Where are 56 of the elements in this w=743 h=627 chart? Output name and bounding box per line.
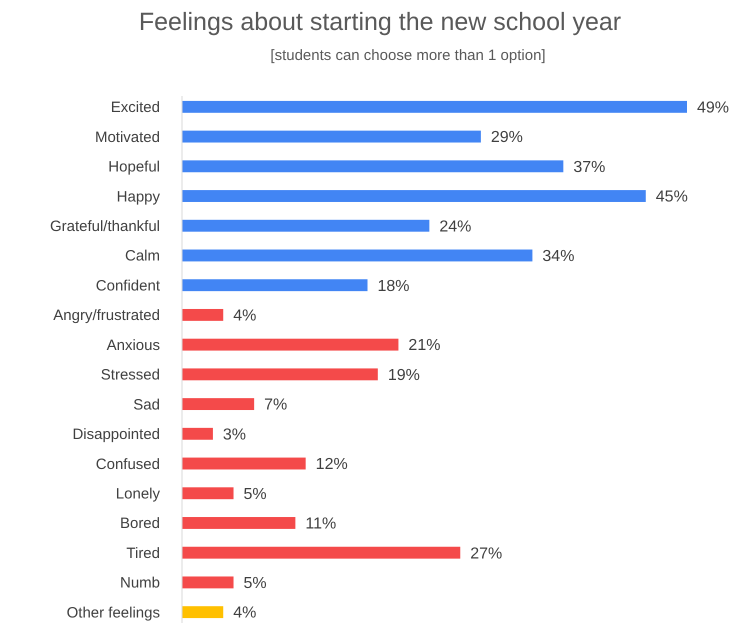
y-tick-label: Hopeful — [108, 158, 160, 176]
chart-subtitle: [students can choose more than 1 option] — [270, 47, 546, 64]
bar — [182, 517, 296, 529]
bar — [182, 279, 368, 292]
bar — [182, 428, 213, 440]
data-label: 5% — [244, 486, 267, 503]
y-tick-label: Grateful/thankful — [50, 218, 160, 235]
y-tick-label: Disappointed — [72, 426, 160, 444]
bar — [182, 576, 234, 588]
y-tick-label: Confident — [96, 277, 161, 294]
data-label: 37% — [573, 158, 606, 176]
y-tick-label: Motivated — [94, 128, 160, 146]
data-label: 3% — [222, 426, 246, 444]
chart-title: Feelings about starting the new school year — [138, 8, 622, 36]
y-tick-label: Sad — [133, 396, 160, 414]
data-label: 7% — [264, 396, 288, 414]
bar — [182, 606, 224, 618]
data-label: 27% — [470, 545, 502, 562]
y-tick-label: Tired — [126, 544, 160, 562]
data-label: 24% — [439, 218, 472, 236]
bar — [182, 190, 646, 202]
data-label: 21% — [408, 337, 440, 354]
bar — [182, 458, 306, 470]
y-tick-label: Lonely — [116, 486, 160, 502]
bar — [182, 368, 378, 380]
data-label: 11% — [305, 516, 336, 533]
y-tick-label: Other feelings — [66, 604, 160, 622]
bar — [182, 160, 564, 172]
data-label: 19% — [388, 366, 420, 384]
bar — [182, 487, 234, 500]
y-tick-label: Stressed — [100, 366, 160, 384]
bar — [182, 220, 430, 232]
bar — [182, 338, 398, 351]
bar — [182, 398, 254, 410]
data-label: 49% — [697, 99, 730, 116]
bar — [182, 250, 532, 262]
y-tick-label: Anxious — [106, 336, 160, 354]
y-tick-label: Happy — [116, 188, 160, 206]
data-label: 18% — [378, 278, 410, 295]
bar — [182, 100, 687, 113]
data-label: 4% — [233, 308, 256, 325]
data-label: 4% — [233, 604, 256, 622]
data-label: 34% — [542, 248, 574, 266]
data-label: 29% — [490, 129, 523, 146]
data-label: 45% — [656, 188, 688, 206]
y-tick-label: Numb — [120, 574, 160, 592]
data-label: 5% — [244, 575, 267, 592]
y-tick-label: Bored — [120, 515, 160, 532]
bar — [182, 308, 224, 321]
y-tick-label: Confused — [96, 456, 160, 473]
y-tick-label: Excited — [110, 99, 160, 116]
y-tick-label: Calm — [124, 248, 160, 265]
bar — [182, 546, 460, 559]
y-tick-label: Angry/frustrated — [53, 307, 160, 324]
bar — [182, 130, 481, 143]
data-label: 12% — [316, 456, 348, 474]
